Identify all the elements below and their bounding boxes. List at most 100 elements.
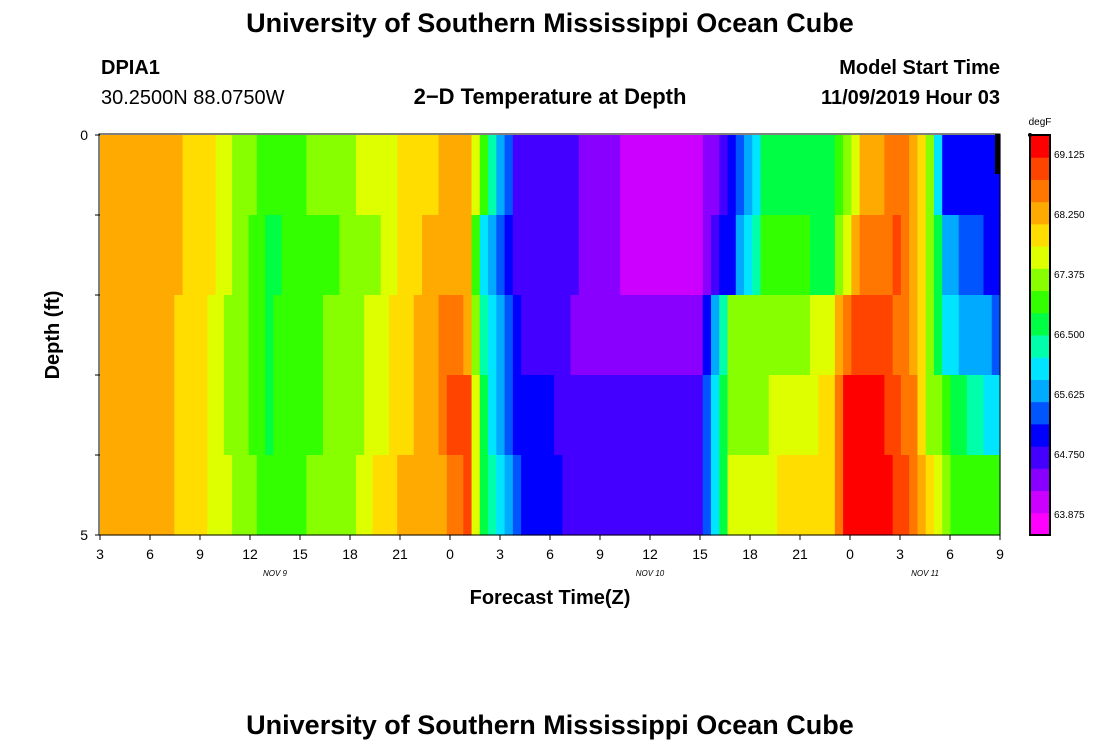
heat-cell	[958, 215, 968, 296]
heat-cell	[157, 455, 167, 536]
heat-cell	[289, 295, 299, 376]
heat-cell	[463, 455, 473, 536]
heat-cell	[818, 295, 828, 376]
station-coordinates: 30.2500N 88.0750W	[101, 87, 285, 109]
heat-cell	[223, 135, 233, 216]
heat-cell	[265, 295, 274, 376]
heat-cell	[471, 455, 481, 536]
heat-cell	[785, 215, 795, 296]
heat-cell	[620, 375, 630, 456]
colorbar-segment	[1030, 335, 1050, 358]
heat-cell	[133, 375, 142, 456]
heat-cell	[190, 215, 200, 296]
heat-cell	[917, 455, 927, 536]
heat-cell	[966, 215, 976, 296]
heat-cell	[554, 215, 563, 296]
heat-cell	[133, 215, 142, 296]
heat-cell	[422, 295, 431, 376]
heat-cell	[405, 215, 415, 296]
heat-cell	[496, 295, 506, 376]
heat-cell	[331, 215, 341, 296]
heat-cell	[810, 295, 819, 376]
heat-cell	[636, 135, 646, 216]
heat-cell	[752, 135, 762, 216]
heat-cell	[190, 375, 200, 456]
heat-cell	[975, 215, 985, 296]
heat-cell	[537, 215, 547, 296]
heat-cell	[108, 375, 118, 456]
heat-cell	[735, 295, 745, 376]
heat-cell	[867, 135, 877, 216]
heat-cell	[562, 455, 572, 536]
page-title-bottom: University of Southern Mississippi Ocean…	[246, 710, 854, 740]
heat-cell	[793, 375, 803, 456]
heat-cell	[496, 215, 506, 296]
heat-cell	[207, 215, 217, 296]
heat-cell	[529, 215, 539, 296]
heat-cell	[298, 295, 308, 376]
heat-cell	[859, 135, 869, 216]
heat-cell	[397, 455, 407, 536]
station-id: DPIA1	[101, 57, 160, 79]
heat-cell	[587, 375, 597, 456]
heat-cell	[636, 295, 646, 376]
heat-cell	[380, 455, 390, 536]
heat-cell	[339, 135, 349, 216]
heat-cell	[537, 295, 547, 376]
heat-cell	[677, 215, 687, 296]
heat-cell	[686, 375, 696, 456]
heat-cell	[702, 215, 712, 296]
heat-cell	[413, 295, 423, 376]
heat-cell	[578, 295, 588, 376]
heat-cell	[983, 295, 993, 376]
heat-cell	[215, 375, 225, 456]
heat-cell	[405, 295, 415, 376]
heat-cell	[818, 215, 828, 296]
heat-cell	[628, 295, 638, 376]
heat-cell	[578, 135, 588, 216]
heat-cell	[686, 455, 696, 536]
heatmap-cells	[100, 134, 1001, 536]
heat-cell	[719, 135, 729, 216]
heat-cell	[694, 455, 704, 536]
heat-cell	[141, 215, 151, 296]
heat-cell	[752, 295, 762, 376]
heat-cell	[174, 215, 184, 296]
heat-cell	[199, 375, 208, 456]
heat-cell	[587, 455, 597, 536]
heat-cell	[157, 135, 167, 216]
heat-cell	[512, 375, 522, 456]
heat-cell	[141, 135, 151, 216]
heat-cell	[966, 135, 976, 216]
heat-cell	[248, 135, 258, 216]
heat-cell	[100, 295, 109, 376]
plot-edge-marker	[995, 134, 1000, 174]
heat-cell	[190, 295, 200, 376]
heat-cell	[207, 295, 217, 376]
heat-cell	[975, 135, 985, 216]
heat-cell	[306, 295, 316, 376]
heat-cell	[801, 215, 811, 296]
heat-cell	[529, 135, 539, 216]
heat-cell	[347, 295, 357, 376]
heat-cell	[331, 455, 341, 536]
heat-cell	[991, 135, 1001, 216]
heat-cell	[851, 375, 861, 456]
heat-cell	[512, 135, 522, 216]
heat-cell	[463, 215, 473, 296]
heat-cell	[190, 135, 200, 216]
heat-cell	[636, 215, 646, 296]
heat-cell	[785, 455, 795, 536]
heat-cell	[232, 295, 241, 376]
heat-cell	[380, 215, 390, 296]
heat-cell	[876, 455, 886, 536]
heat-cell	[834, 455, 844, 536]
heat-cell	[281, 215, 291, 296]
heat-cell	[314, 215, 324, 296]
heat-cell	[603, 375, 613, 456]
heat-cell	[711, 295, 720, 376]
heat-cell	[116, 135, 126, 216]
heat-cell	[289, 215, 299, 296]
heat-cell	[512, 215, 522, 296]
heat-cell	[702, 295, 712, 376]
